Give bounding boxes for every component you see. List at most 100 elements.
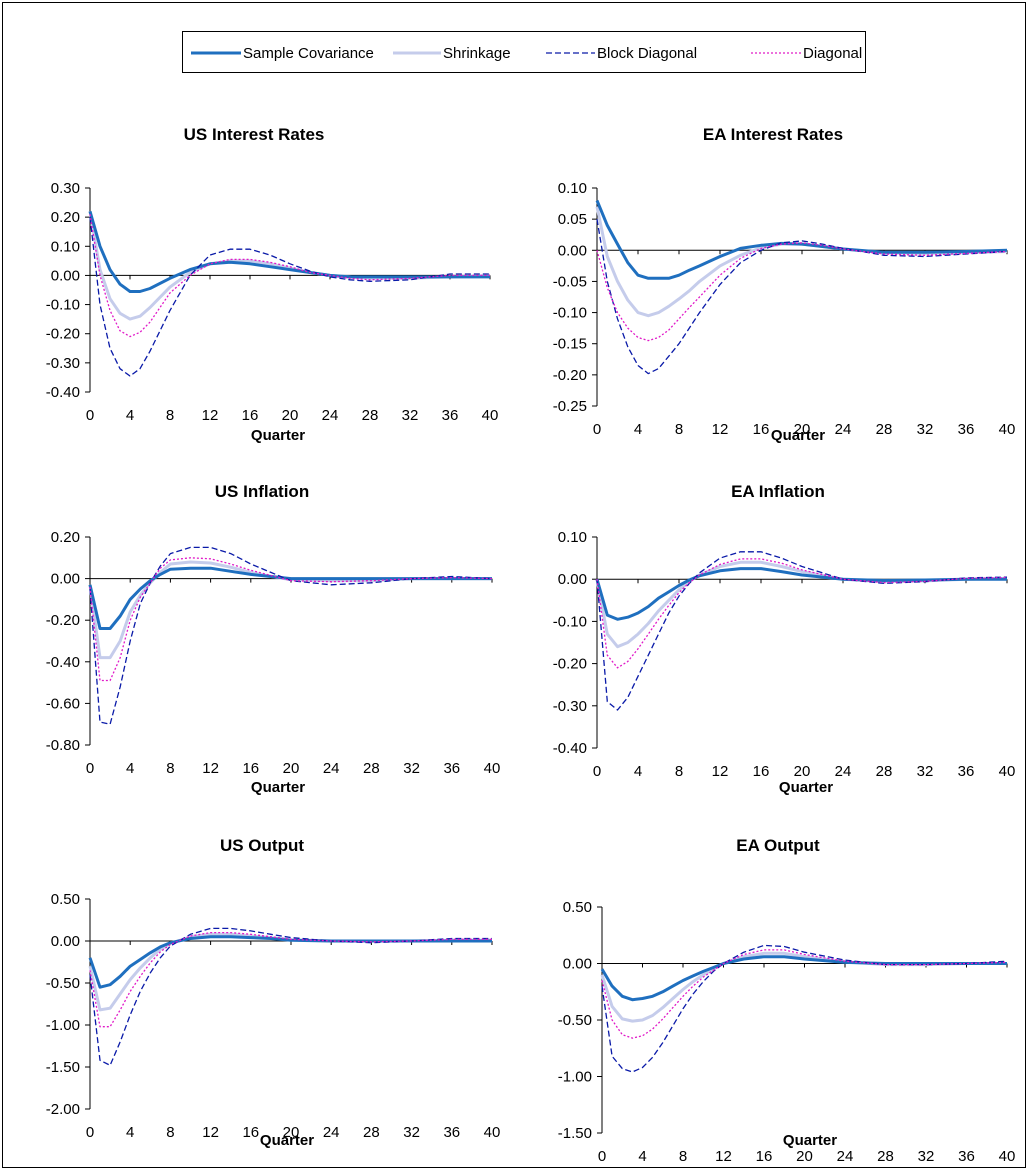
x-tick-label: 32 <box>918 1148 935 1165</box>
y-tick-label: 0.20 <box>51 529 80 546</box>
x-tick-label: 36 <box>443 760 460 777</box>
chart-panel-0: US Interest Rates 0.30 0.20 0.10 0.00 -0.10 -0… <box>46 125 499 444</box>
x-axis-label: Quarter <box>779 779 833 796</box>
chart-panel-5: EA Output 0.50 0.00 -0.50 -1.00 -1.50 0 4 8 12 16 2… <box>558 836 1016 1165</box>
y-tick-label: 0.00 <box>563 956 592 973</box>
x-tick-label: 4 <box>126 760 134 777</box>
y-tick-label: -0.50 <box>46 975 80 992</box>
chart-panel-2: US Inflation 0.20 0.00 -0.20 -0.40 -0.60 -0.80… <box>46 482 501 796</box>
x-tick-label: 12 <box>715 1148 732 1165</box>
series-line-block-diagonal <box>89 927 492 1066</box>
legend-svg: Sample Covariance Shrinkage Block Diagonal… <box>191 45 862 62</box>
series-line-shrinkage <box>88 211 491 321</box>
legend-label-1: Shrinkage <box>443 45 511 62</box>
x-tick-label: 20 <box>794 763 811 780</box>
x-tick-label: 4 <box>126 1124 134 1141</box>
y-tick-label: 0.10 <box>558 529 587 546</box>
x-tick-label: 32 <box>917 763 934 780</box>
x-tick-label: 28 <box>363 1124 380 1141</box>
x-tick-label: 40 <box>999 763 1016 780</box>
x-tick-label: 28 <box>877 1148 894 1165</box>
x-tick-label: 24 <box>835 763 852 780</box>
x-tick-label: 8 <box>166 1124 174 1141</box>
x-axis-label: Quarter <box>251 779 305 796</box>
x-tick-label: 16 <box>753 421 770 438</box>
x-tick-label: 28 <box>876 763 893 780</box>
y-tick-label: -0.25 <box>553 398 587 415</box>
x-tick-label: 4 <box>638 1148 646 1165</box>
y-tick-label: 0.00 <box>558 242 587 259</box>
x-tick-label: 12 <box>712 421 729 438</box>
x-tick-label: 24 <box>323 760 340 777</box>
series-line-diagonal <box>89 557 493 682</box>
y-tick-label: -0.40 <box>46 384 80 401</box>
x-tick-label: 20 <box>282 407 299 424</box>
y-tick-label: 0.10 <box>51 238 80 255</box>
x-axis-label: Quarter <box>783 1132 837 1149</box>
x-tick-label: 40 <box>484 1124 501 1141</box>
y-tick-label: -0.10 <box>553 613 587 630</box>
x-tick-label: 0 <box>598 1148 606 1165</box>
series-line-shrinkage <box>595 206 1008 318</box>
x-tick-label: 12 <box>712 763 729 780</box>
series-line-diagonal <box>89 931 492 1028</box>
x-tick-label: 16 <box>242 1124 259 1141</box>
y-tick-label: -2.00 <box>46 1101 80 1118</box>
x-tick-label: 8 <box>675 421 683 438</box>
series-line-sample-covariance <box>595 199 1008 280</box>
legend: Sample Covariance Shrinkage Block Diagonal… <box>182 31 866 73</box>
y-tick-label: 0.00 <box>51 933 80 950</box>
y-tick-label: -0.20 <box>46 326 80 343</box>
series-line-block-diagonal <box>601 944 1008 1073</box>
chart-panel-4: US Output 0.50 0.00 -0.50 -1.00 -1.50 -2.00 0 4 8… <box>46 836 501 1149</box>
x-tick-label: 16 <box>753 763 770 780</box>
x-tick-label: 40 <box>484 760 501 777</box>
y-tick-label: -0.50 <box>558 1012 592 1029</box>
y-tick-label: 0.00 <box>51 571 80 588</box>
y-tick-label: 0.50 <box>51 891 80 908</box>
x-tick-label: 16 <box>756 1148 773 1165</box>
x-tick-label: 24 <box>323 1124 340 1141</box>
x-tick-label: 12 <box>202 760 219 777</box>
chart-title: EA Inflation <box>731 482 825 501</box>
y-tick-label: -0.20 <box>46 612 80 629</box>
series-line-diagonal <box>596 242 1008 342</box>
x-axis-label: Quarter <box>251 427 305 444</box>
y-tick-label: -0.60 <box>46 695 80 712</box>
legend-label-2: Block Diagonal <box>597 45 697 62</box>
y-tick-label: -0.40 <box>553 740 587 757</box>
x-tick-label: 16 <box>242 760 259 777</box>
y-tick-label: -1.00 <box>558 1069 592 1086</box>
x-tick-label: 0 <box>593 421 601 438</box>
y-tick-label: -0.30 <box>553 698 587 715</box>
y-tick-label: -0.20 <box>553 656 587 673</box>
series-line-block-diagonal <box>596 551 1008 711</box>
x-tick-label: 4 <box>634 421 642 438</box>
series-line-diagonal <box>89 214 490 338</box>
x-axis-label: Quarter <box>771 427 825 444</box>
series-line-sample-covariance <box>88 935 492 989</box>
x-tick-label: 36 <box>443 1124 460 1141</box>
x-tick-label: 28 <box>876 421 893 438</box>
x-tick-label: 8 <box>679 1148 687 1165</box>
y-tick-label: -1.50 <box>558 1125 592 1142</box>
x-tick-label: 4 <box>126 407 134 424</box>
x-tick-label: 4 <box>634 763 642 780</box>
chart-title: US Inflation <box>215 482 309 501</box>
y-tick-label: 0.30 <box>51 180 80 197</box>
x-tick-label: 24 <box>322 407 339 424</box>
x-tick-label: 40 <box>999 1148 1016 1165</box>
x-tick-label: 36 <box>958 1148 975 1165</box>
series-line-block-diagonal <box>89 217 490 377</box>
y-tick-label: 0.50 <box>563 899 592 916</box>
chart-panel-3: EA Inflation 0.10 0.00 -0.10 -0.20 -0.30 -0.40… <box>553 482 1016 796</box>
chart-panel-1: EA Interest Rates 0.10 0.05 0.00 -0.05 -0.10 -… <box>553 125 1016 444</box>
x-tick-label: 32 <box>403 1124 420 1141</box>
y-tick-label: -1.00 <box>46 1017 80 1034</box>
x-tick-label: 36 <box>958 421 975 438</box>
x-tick-label: 20 <box>283 760 300 777</box>
y-tick-label: 0.10 <box>558 180 587 197</box>
legend-label-3: Diagonal <box>803 45 862 62</box>
x-tick-label: 36 <box>442 407 459 424</box>
